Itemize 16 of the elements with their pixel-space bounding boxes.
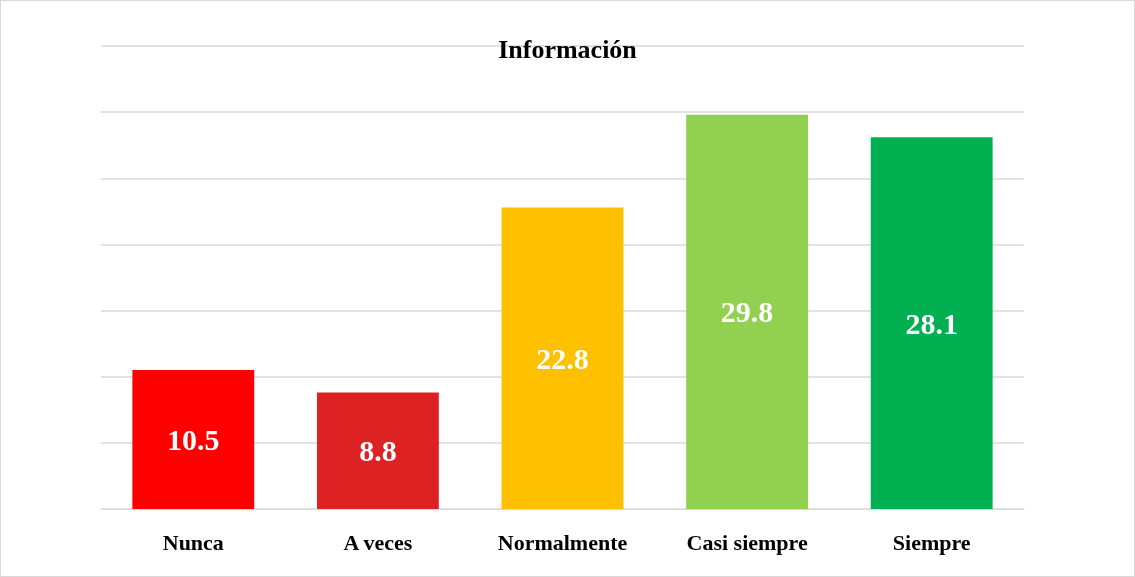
bar <box>501 207 624 509</box>
data-label: 29.8 <box>720 295 774 329</box>
data-label: 8.8 <box>359 434 397 468</box>
data-label: 22.8 <box>536 341 589 375</box>
x-tick-label: Casi siempre <box>686 529 808 555</box>
bar <box>870 137 993 509</box>
bar <box>132 370 255 509</box>
x-tick-label: A veces <box>343 529 413 555</box>
x-tick-label: Nunca <box>162 529 224 555</box>
chart-title: Información <box>498 34 638 64</box>
bar <box>316 392 439 509</box>
bar <box>686 114 809 509</box>
data-label: 10.5 <box>167 423 220 457</box>
data-label: 28.1 <box>905 306 958 340</box>
x-tick-label: Normalmente <box>497 529 628 555</box>
x-tick-label: Siempre <box>892 529 971 555</box>
